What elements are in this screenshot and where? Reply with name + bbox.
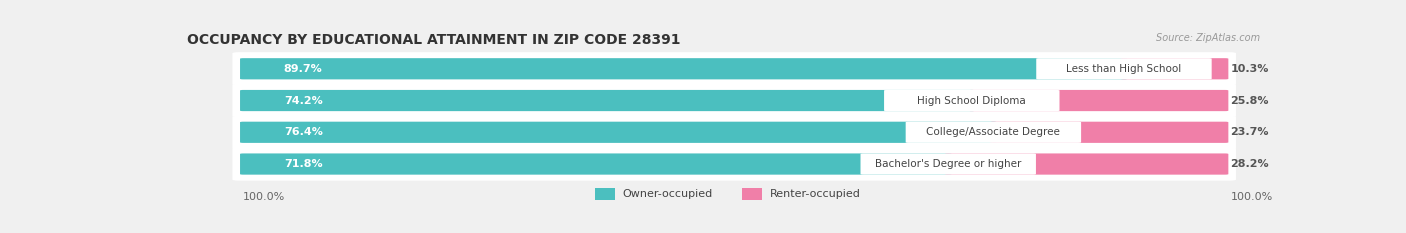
Text: High School Diploma: High School Diploma bbox=[917, 96, 1026, 106]
FancyBboxPatch shape bbox=[232, 84, 1236, 117]
Text: 23.7%: 23.7% bbox=[1230, 127, 1270, 137]
FancyBboxPatch shape bbox=[945, 154, 1229, 175]
Text: 71.8%: 71.8% bbox=[284, 159, 322, 169]
FancyBboxPatch shape bbox=[860, 154, 1036, 175]
Text: 76.4%: 76.4% bbox=[284, 127, 322, 137]
Text: 10.3%: 10.3% bbox=[1230, 64, 1268, 74]
Text: 89.7%: 89.7% bbox=[284, 64, 322, 74]
FancyBboxPatch shape bbox=[232, 147, 1236, 181]
FancyBboxPatch shape bbox=[990, 122, 1229, 143]
FancyBboxPatch shape bbox=[905, 122, 1081, 143]
FancyBboxPatch shape bbox=[969, 90, 1229, 111]
FancyBboxPatch shape bbox=[742, 188, 762, 200]
FancyBboxPatch shape bbox=[232, 116, 1236, 149]
FancyBboxPatch shape bbox=[240, 90, 974, 111]
FancyBboxPatch shape bbox=[884, 90, 1060, 111]
Text: Less than High School: Less than High School bbox=[1066, 64, 1181, 74]
Text: OCCUPANCY BY EDUCATIONAL ATTAINMENT IN ZIP CODE 28391: OCCUPANCY BY EDUCATIONAL ATTAINMENT IN Z… bbox=[187, 33, 681, 47]
Text: 100.0%: 100.0% bbox=[243, 192, 285, 202]
FancyBboxPatch shape bbox=[595, 188, 614, 200]
FancyBboxPatch shape bbox=[1036, 58, 1212, 79]
Text: Source: ZipAtlas.com: Source: ZipAtlas.com bbox=[1156, 33, 1260, 43]
FancyBboxPatch shape bbox=[240, 154, 952, 175]
FancyBboxPatch shape bbox=[232, 52, 1236, 85]
FancyBboxPatch shape bbox=[240, 58, 1128, 79]
Text: 28.2%: 28.2% bbox=[1230, 159, 1270, 169]
Text: Bachelor's Degree or higher: Bachelor's Degree or higher bbox=[875, 159, 1021, 169]
Text: College/Associate Degree: College/Associate Degree bbox=[927, 127, 1060, 137]
Text: 25.8%: 25.8% bbox=[1230, 96, 1270, 106]
FancyBboxPatch shape bbox=[240, 122, 997, 143]
Text: Renter-occupied: Renter-occupied bbox=[769, 189, 860, 199]
Text: 100.0%: 100.0% bbox=[1230, 192, 1272, 202]
Text: Owner-occupied: Owner-occupied bbox=[623, 189, 713, 199]
FancyBboxPatch shape bbox=[1121, 58, 1229, 79]
Text: 74.2%: 74.2% bbox=[284, 96, 322, 106]
